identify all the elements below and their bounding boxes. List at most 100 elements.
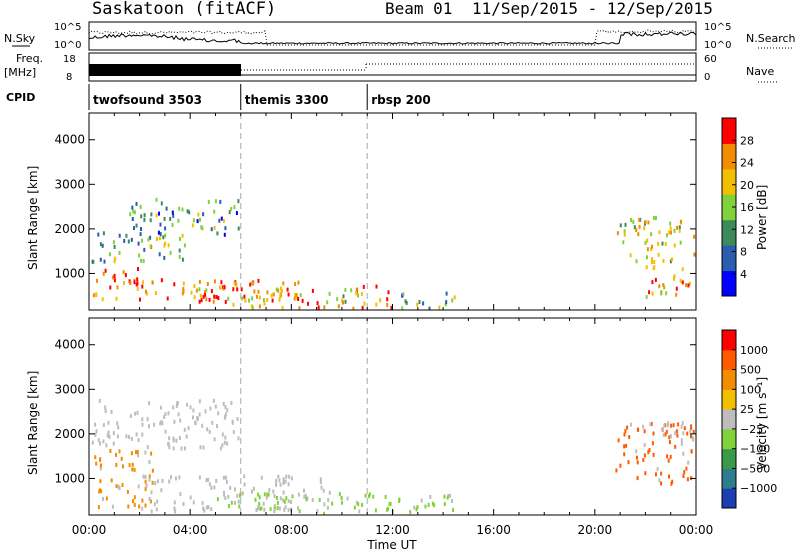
- echo-cell: [690, 424, 693, 429]
- echo-cell: [232, 430, 235, 435]
- echo-cell: [214, 279, 216, 284]
- echo-cell: [307, 301, 309, 306]
- echo-cell: [135, 201, 138, 206]
- echo-cell: [113, 273, 116, 278]
- echo-cell: [94, 432, 97, 437]
- nsearch-tick-bottom: 10^0: [704, 40, 731, 51]
- echo-cell: [146, 445, 149, 450]
- echo-cell: [158, 211, 160, 216]
- colorbar-swatch: [722, 143, 736, 170]
- echo-cell: [129, 281, 132, 286]
- echo-cell: [690, 449, 693, 454]
- echo-cell: [667, 458, 670, 463]
- echo-cell: [140, 214, 143, 219]
- echo-cell: [235, 283, 238, 288]
- echo-cell: [123, 281, 125, 285]
- echo-cell: [107, 420, 110, 425]
- echo-cell: [344, 287, 347, 292]
- echo-cell: [304, 493, 307, 498]
- echo-cell: [236, 417, 239, 421]
- colorbar-tick-label: 8: [740, 246, 747, 259]
- echo-cell: [364, 493, 367, 498]
- echo-cell: [200, 298, 203, 303]
- echo-cell: [154, 291, 157, 295]
- echo-cell: [256, 294, 258, 299]
- colorbar-swatch: [722, 488, 736, 509]
- echo-cell: [299, 293, 302, 298]
- echo-cell: [653, 260, 656, 264]
- echo-cell: [628, 435, 631, 440]
- echo-cell: [297, 297, 300, 301]
- x-tick-label: 00:00: [679, 523, 714, 537]
- echo-cell: [117, 425, 120, 430]
- echo-cell: [209, 406, 212, 411]
- echo-cell: [165, 206, 168, 211]
- echo-cell: [667, 423, 669, 428]
- echo-cell: [192, 500, 195, 505]
- echo-cell: [678, 225, 681, 230]
- echo-cell: [128, 435, 130, 439]
- echo-cell: [98, 398, 101, 403]
- echo-cell: [297, 280, 300, 285]
- echo-cell: [230, 206, 233, 211]
- y-tick-label: 2000: [54, 222, 85, 236]
- echo-cell: [102, 439, 105, 444]
- echo-cell: [280, 288, 283, 293]
- echo-cell: [150, 212, 153, 217]
- echo-cell: [273, 494, 276, 498]
- echo-cell: [167, 441, 170, 446]
- echo-cell: [117, 484, 120, 489]
- echo-cell: [352, 306, 355, 310]
- y-tick-label: 4000: [54, 133, 85, 147]
- echo-cell: [104, 405, 107, 410]
- echo-cell: [692, 429, 695, 434]
- echo-cell: [622, 240, 625, 245]
- echo-cell: [258, 304, 261, 309]
- echo-cell: [118, 250, 121, 255]
- echo-cell: [211, 420, 214, 425]
- echo-cell: [451, 499, 453, 503]
- echo-cell: [125, 233, 128, 238]
- echo-cell: [201, 226, 204, 231]
- cpid-segment-label: twofsound 3503: [93, 93, 202, 107]
- echo-cell: [644, 471, 647, 476]
- echo-cell: [187, 426, 190, 431]
- echo-cell: [666, 233, 668, 238]
- echo-cell: [156, 236, 158, 241]
- echo-cell: [218, 218, 221, 223]
- echo-cell: [180, 446, 183, 451]
- echo-cell: [224, 405, 227, 410]
- echo-cell: [266, 298, 269, 302]
- echo-cell: [212, 299, 215, 304]
- echo-cell: [356, 287, 359, 292]
- echo-cell: [105, 496, 108, 501]
- echo-cell: [282, 477, 285, 482]
- echo-cell: [205, 505, 208, 510]
- echo-cell: [693, 234, 696, 239]
- velocity-ylabel: Slant Range [km]: [26, 371, 40, 475]
- velocity-axes: 1000 2000 3000 4000: [54, 318, 697, 515]
- echo-cell: [431, 501, 434, 506]
- echo-cell: [181, 207, 184, 212]
- echo-cell: [241, 296, 244, 301]
- echo-cell: [311, 498, 314, 502]
- echo-cell: [275, 482, 278, 487]
- echo-cell: [650, 232, 653, 237]
- echo-cell: [323, 502, 326, 507]
- echo-cell: [623, 229, 626, 234]
- echo-cell: [144, 289, 147, 294]
- echo-cell: [161, 421, 164, 426]
- echo-cell: [91, 259, 94, 264]
- echo-cell: [122, 464, 124, 469]
- echo-cell: [418, 300, 421, 304]
- freq-tick-top: 18: [63, 54, 76, 65]
- echo-cell: [179, 236, 181, 241]
- echo-cell: [159, 421, 162, 426]
- echo-cell: [635, 449, 638, 454]
- echo-cell: [108, 434, 111, 439]
- echo-cell: [379, 298, 382, 303]
- echo-cell: [174, 509, 177, 514]
- echo-cell: [149, 244, 152, 249]
- echo-cell: [101, 297, 104, 302]
- echo-cell: [265, 495, 268, 500]
